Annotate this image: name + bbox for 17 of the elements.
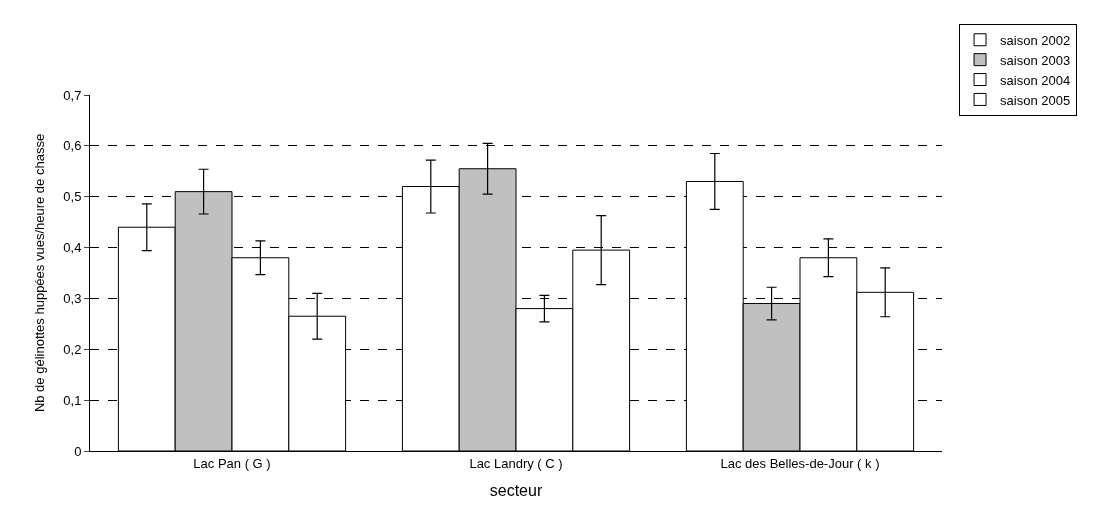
x-tick-label: Lac des Belles-de-Jour ( k ) [720,455,880,471]
legend-label: saison 2005 [1000,92,1071,108]
y-tick-label: 0,1 [63,392,82,408]
y-tick-label: 0 [74,443,82,459]
legend-label: saison 2002 [1000,32,1071,48]
y-tick-label: 0,7 [63,87,82,103]
y-axis-title: Nb de gélinottes huppées vues/heure de chasse [32,133,48,413]
x-tick-label: Lac Pan ( G ) [193,455,271,471]
legend-label: saison 2004 [1000,72,1071,88]
y-tick-label: 0,2 [63,341,82,357]
x-axis-title: secteur [489,482,543,500]
y-tick-label: 0,3 [63,290,82,306]
y-tick-label: 0,4 [63,240,82,256]
x-tick-label: Lac Landry ( C ) [469,455,563,471]
y-tick-label: 0,5 [63,189,82,205]
y-tick-label: 0,6 [63,138,82,154]
legend-label: saison 2003 [1000,52,1071,68]
